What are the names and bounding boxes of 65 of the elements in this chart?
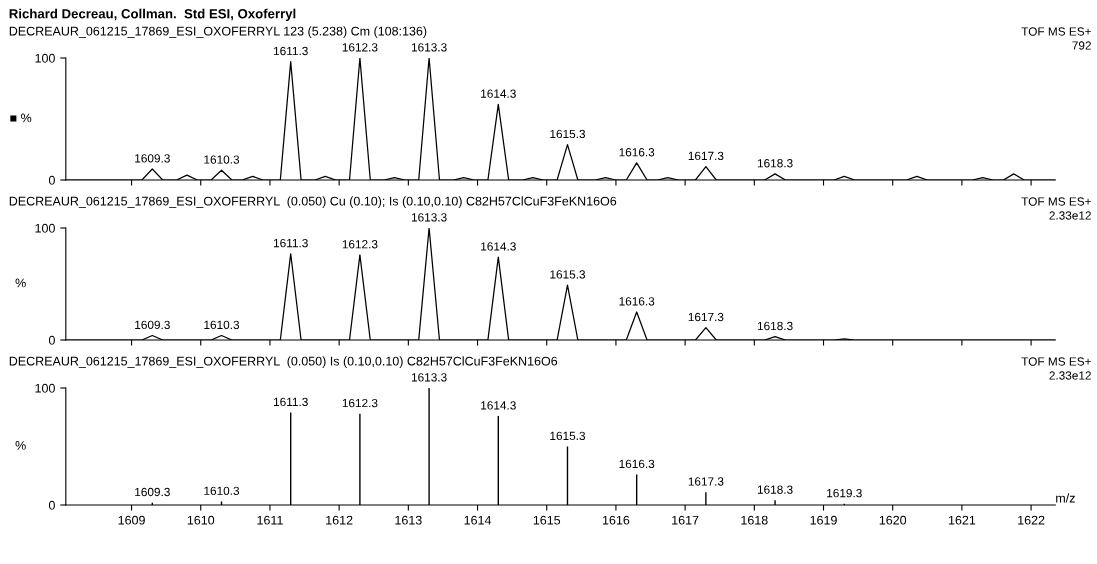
x-tick-label: 1612 bbox=[326, 515, 353, 525]
y-tick-label: 0 bbox=[48, 500, 55, 510]
annotation: 1614.3 bbox=[481, 242, 516, 251]
annotation: 1617.3 bbox=[688, 477, 724, 486]
x-tick-label: 1617 bbox=[672, 515, 699, 525]
annotation: 1617.3 bbox=[688, 312, 724, 322]
chart-subtitle: DECREAUR_061215_17869_ESI_OXOFERRYL 123 (5.238) Cm (108:136) bbox=[9, 26, 427, 38]
text: 2.33e12 bbox=[1049, 211, 1091, 220]
annotation: 1611.3 bbox=[273, 397, 308, 407]
x-tick-label: 1616 bbox=[602, 515, 630, 525]
annotation: 1610.3 bbox=[204, 320, 240, 330]
text: TOF MS ES+ bbox=[1021, 27, 1091, 36]
y-tick-label: 100 bbox=[35, 223, 55, 233]
x-tick-label: 1611 bbox=[257, 515, 283, 525]
x-tick-label: 1622 bbox=[1018, 515, 1045, 525]
text: TOF MS ES+ bbox=[1021, 357, 1091, 366]
y-tick-label: 100 bbox=[35, 383, 55, 393]
annotation: 1613.3 bbox=[411, 43, 447, 52]
annotation: 1612.3 bbox=[342, 240, 378, 249]
annotation: 1616.3 bbox=[619, 459, 655, 469]
chart-subtitle: DECREAUR_061215_17869_ESI_OXOFERRYL (0.050) Cu (0.10); Is (0.10,0.10) C82H57ClCuF3FeKN16O6 bbox=[9, 196, 617, 208]
y-axis-title: ■ % bbox=[10, 113, 32, 123]
x-tick-label: 1613 bbox=[395, 515, 422, 525]
text: TOF MS ES+ bbox=[1021, 197, 1091, 206]
x-tick-label: 1610 bbox=[187, 515, 215, 525]
annotation: 1609.3 bbox=[135, 154, 170, 163]
y-tick-label: 0 bbox=[48, 175, 55, 185]
annotation: 1615.3 bbox=[550, 431, 586, 440]
annotation: 1619.3 bbox=[827, 488, 862, 498]
annotation: 1613.3 bbox=[411, 213, 447, 222]
annotation: 1610.3 bbox=[204, 486, 240, 495]
annotation: 1611.3 bbox=[273, 46, 308, 56]
x-axis-title: m/z bbox=[1056, 493, 1075, 503]
annotation: 1611.3 bbox=[273, 238, 308, 248]
y-axis-title: % bbox=[15, 441, 26, 450]
text: 2.33e12 bbox=[1049, 371, 1091, 380]
annotation: 1613.3 bbox=[411, 373, 447, 382]
text: 792 bbox=[1072, 41, 1091, 50]
annotation: 1614.3 bbox=[481, 401, 516, 410]
y-axis-title: % bbox=[15, 278, 26, 288]
annotation: 1615.3 bbox=[550, 129, 586, 139]
x-tick-label: 1621 bbox=[948, 515, 976, 525]
y-tick-label: 0 bbox=[48, 335, 55, 345]
annotation: 1610.3 bbox=[204, 155, 240, 164]
x-tick-label: 1614 bbox=[464, 515, 492, 525]
annotation: 1618.3 bbox=[757, 321, 793, 331]
annotation: 1618.3 bbox=[757, 159, 793, 168]
annotation: 1612.3 bbox=[342, 398, 378, 408]
annotation: 1609.3 bbox=[135, 320, 170, 330]
x-tick-label: 1618 bbox=[741, 515, 768, 525]
chart-title: Richard Decreau, Collman. Std ESI, Oxoferryl bbox=[9, 8, 296, 21]
annotation: 1616.3 bbox=[619, 297, 655, 306]
annotation: 1614.3 bbox=[481, 89, 516, 98]
x-tick-label: 1619 bbox=[810, 515, 837, 525]
x-tick-label: 1609 bbox=[118, 515, 145, 525]
annotation: 1617.3 bbox=[688, 151, 724, 161]
annotation: 1616.3 bbox=[619, 148, 655, 157]
chart-subtitle: DECREAUR_061215_17869_ESI_OXOFERRYL (0.050) Is (0.10,0.10) C82H57ClCuF3FeKN16O6 bbox=[9, 356, 558, 368]
annotation: 1615.3 bbox=[550, 270, 586, 279]
y-tick-label: 100 bbox=[35, 53, 55, 63]
annotation: 1618.3 bbox=[757, 485, 793, 494]
x-tick-label: 1615 bbox=[533, 515, 561, 525]
x-tick-label: 1620 bbox=[879, 515, 907, 525]
annotation: 1612.3 bbox=[342, 43, 378, 52]
annotation: 1609.3 bbox=[135, 487, 170, 497]
